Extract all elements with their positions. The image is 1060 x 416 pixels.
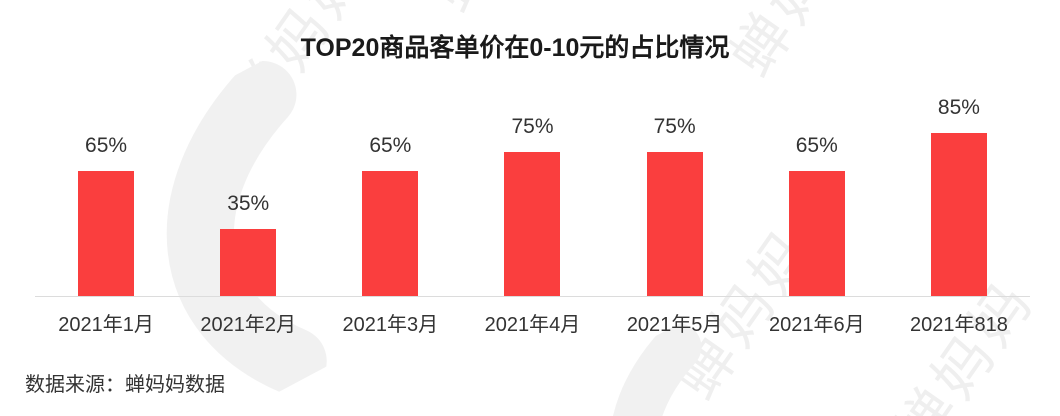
- bar-value-label: 65%: [369, 134, 412, 157]
- bar-value-label: 75%: [511, 115, 554, 138]
- bar: [78, 171, 135, 296]
- bar-value-label: 35%: [227, 192, 270, 215]
- x-axis-label: 2021年1月: [58, 314, 154, 336]
- x-axis-label: 2021年4月: [484, 314, 581, 336]
- bar: [646, 152, 703, 296]
- bar-column: 65%: [746, 134, 888, 296]
- x-axis-label: 2021年5月: [626, 314, 723, 336]
- bars-row: 65% 35% 65% 75% 75% 65% 85%: [35, 0, 1030, 297]
- x-axis-label: 2021年818: [909, 314, 1008, 336]
- bar: [362, 171, 419, 296]
- bar-value-label: 75%: [653, 115, 696, 138]
- data-source-caption: 数据来源：蝉妈妈数据: [25, 374, 225, 396]
- x-axis-label: 2021年3月: [342, 314, 439, 336]
- chart-title: TOP20商品客单价在0-10元的占比情况: [300, 34, 730, 62]
- bar-column: 75%: [461, 115, 603, 296]
- bar: [788, 171, 845, 296]
- bar: [220, 229, 277, 296]
- bar-column: 85%: [888, 96, 1030, 296]
- x-axis-labels-row: 2021年1月 2021年2月 2021年3月 2021年4月 2021年5月 2021年…: [35, 308, 1030, 337]
- x-axis-label: 2021年2月: [200, 314, 297, 336]
- x-axis-label: 2021年6月: [768, 314, 865, 336]
- bar: [930, 133, 987, 296]
- bar-value-label: 65%: [795, 134, 838, 157]
- bar: [504, 152, 561, 296]
- bar-value-label: 65%: [85, 134, 128, 157]
- bar-column: 65%: [35, 134, 177, 296]
- bar-column: 65%: [319, 134, 461, 296]
- bar-column: 35%: [177, 192, 319, 296]
- bar-column: 75%: [604, 115, 746, 296]
- bar-value-label: 85%: [937, 96, 980, 119]
